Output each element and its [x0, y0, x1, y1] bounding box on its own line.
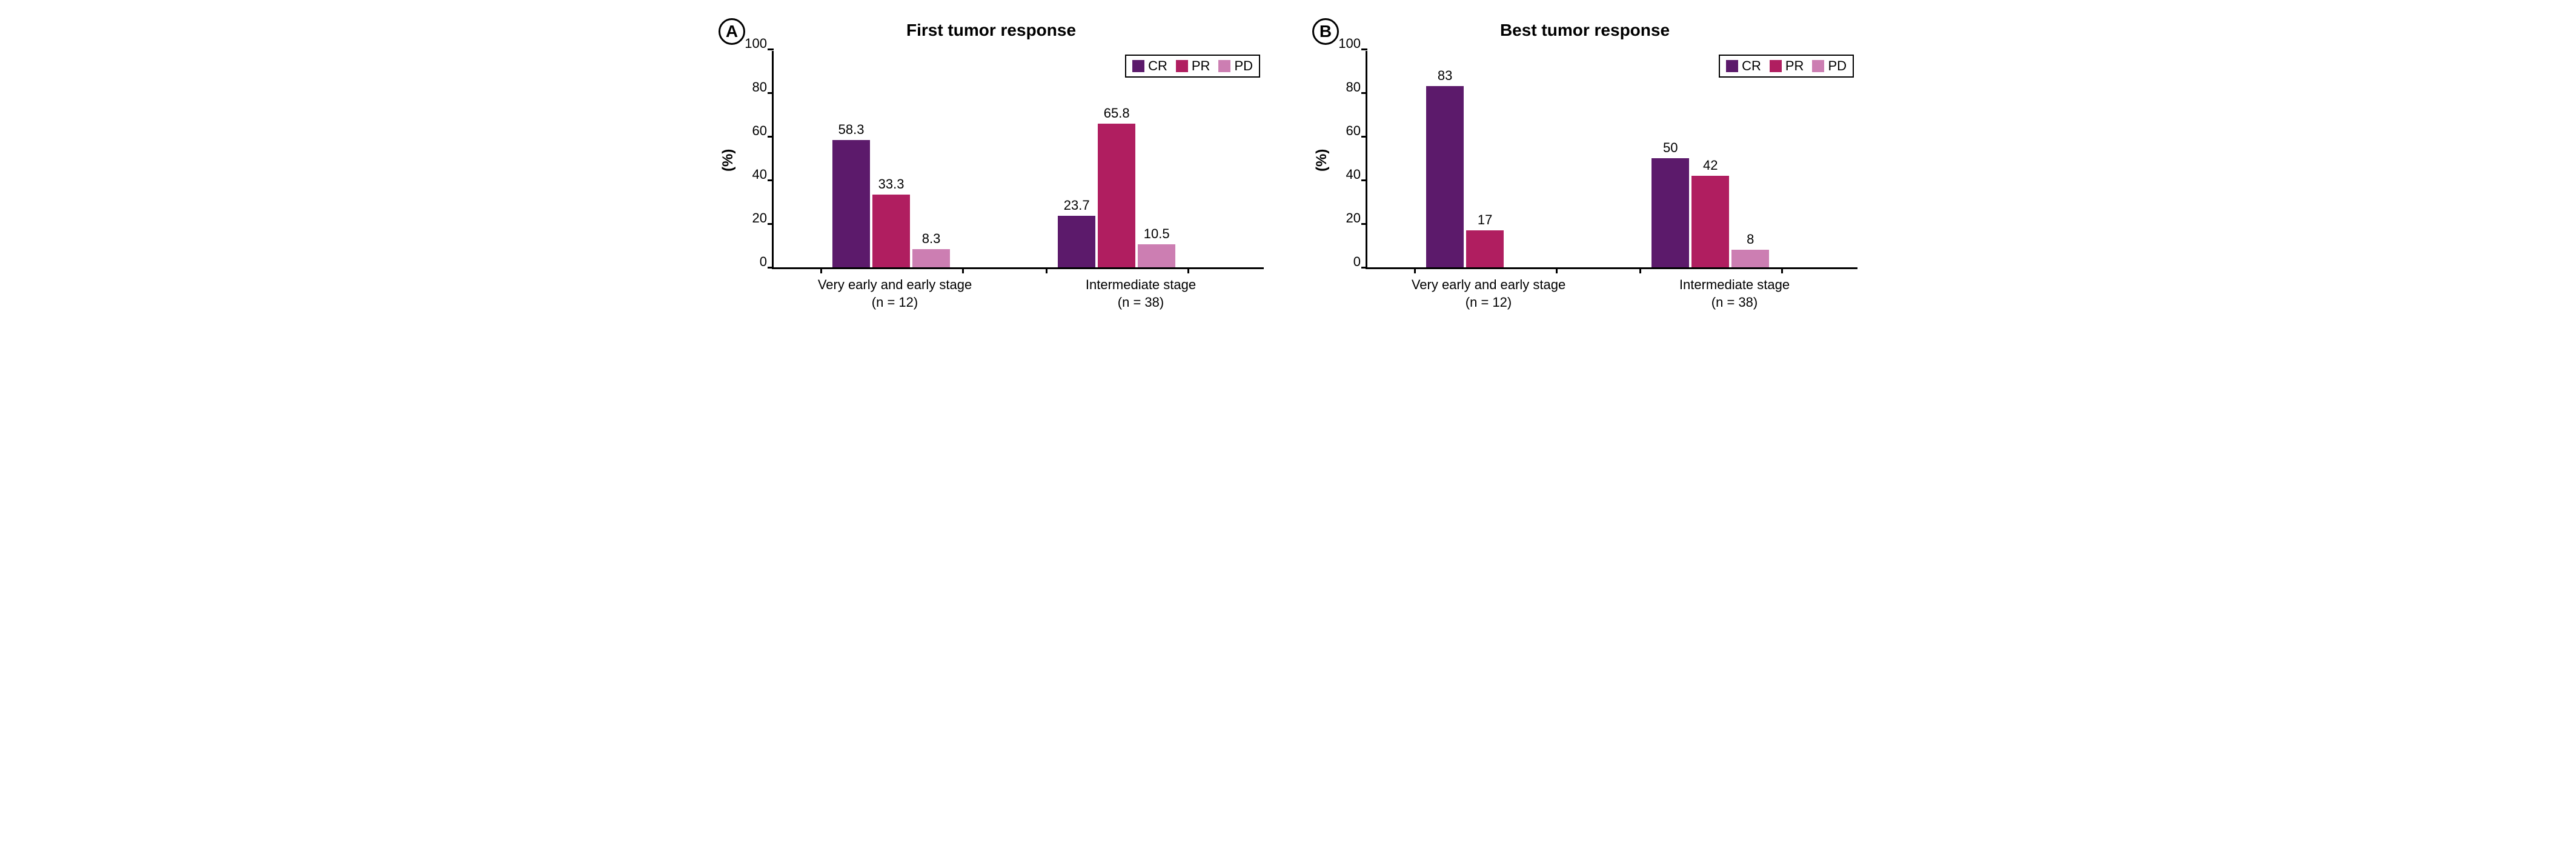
- x-axis-labels: Very early and early stage(n = 12)Interm…: [1366, 276, 1857, 311]
- bar-pr: 33.3: [872, 195, 910, 267]
- x-tickmark: [962, 267, 964, 273]
- bar-value-label: 8.3: [922, 231, 941, 247]
- bar-value-label: 23.7: [1064, 198, 1090, 213]
- y-tickmark: [768, 92, 774, 94]
- x-category-label: Very early and early stage(n = 12): [1366, 276, 1612, 311]
- bar-group: 50428: [1651, 158, 1769, 267]
- legend-label: CR: [1148, 58, 1167, 74]
- bar-value-label: 58.3: [838, 122, 865, 138]
- panel-title: First tumor response: [719, 21, 1264, 40]
- bar-pr: 17: [1466, 230, 1504, 267]
- x-category-label: Very early and early stage(n = 12): [772, 276, 1018, 311]
- y-tickmark: [1361, 48, 1367, 50]
- legend-label: PD: [1828, 58, 1847, 74]
- bar-value-label: 42: [1703, 158, 1718, 173]
- x-category-label: Intermediate stage(n = 38): [1612, 276, 1857, 311]
- bar-value-label: 65.8: [1104, 105, 1130, 121]
- bar-pd: 8.3: [912, 249, 950, 267]
- x-label-line2: (n = 12): [772, 294, 1018, 312]
- bar-cr: 50: [1651, 158, 1689, 267]
- y-tickmark: [768, 267, 774, 269]
- bar-group: 23.765.810.5: [1058, 124, 1175, 267]
- bar-pr: 42: [1691, 176, 1729, 267]
- swatch-pd: [1218, 60, 1230, 72]
- bar-pr: 65.8: [1098, 124, 1135, 267]
- x-label-line1: Very early and early stage: [772, 276, 1018, 294]
- chart-b: (%) 100 80 60 40 20 0 CR PR PD 831750428: [1312, 51, 1857, 269]
- legend: CR PR PD: [1719, 55, 1854, 78]
- x-tickmark: [1639, 267, 1641, 273]
- bar-value-label: 33.3: [878, 176, 905, 192]
- swatch-cr: [1726, 60, 1738, 72]
- bar-cr: 58.3: [832, 140, 870, 267]
- x-tickmark: [1414, 267, 1416, 273]
- bar-value-label: 10.5: [1144, 226, 1170, 242]
- legend-item-pr: PR: [1176, 58, 1210, 74]
- y-tickmark: [1361, 92, 1367, 94]
- y-tickmark: [1361, 179, 1367, 181]
- panel-title: Best tumor response: [1312, 21, 1857, 40]
- plot-area: CR PR PD 58.333.38.323.765.810.5: [772, 51, 1264, 269]
- bar-group: 58.333.38.3: [832, 140, 950, 267]
- swatch-pd: [1812, 60, 1824, 72]
- x-tickmark: [1187, 267, 1189, 273]
- y-tickmark: [768, 179, 774, 181]
- x-label-line1: Very early and early stage: [1366, 276, 1612, 294]
- y-tickmark: [768, 48, 774, 50]
- panel-letter-badge: A: [719, 18, 745, 45]
- legend-label: PR: [1192, 58, 1210, 74]
- x-tickmark: [1556, 267, 1558, 273]
- y-axis-ticks: 100 80 60 40 20 0: [1332, 51, 1366, 269]
- panel-b: B Best tumor response (%) 100 80 60 40 2…: [1312, 18, 1857, 311]
- bar-pd: 10.5: [1138, 244, 1175, 267]
- swatch-pr: [1770, 60, 1782, 72]
- x-axis-labels: Very early and early stage(n = 12)Interm…: [772, 276, 1264, 311]
- bar-value-label: 8: [1747, 232, 1754, 247]
- x-label-line2: (n = 38): [1018, 294, 1264, 312]
- bar-cr: 23.7: [1058, 216, 1095, 267]
- chart-a: (%) 100 80 60 40 20 0 CR PR PD 58.333.38…: [719, 51, 1264, 269]
- legend-item-pd: PD: [1812, 58, 1847, 74]
- y-tickmark: [1361, 136, 1367, 138]
- y-tickmark: [1361, 267, 1367, 269]
- swatch-cr: [1132, 60, 1144, 72]
- bar-value-label: 50: [1663, 140, 1678, 156]
- legend-label: PR: [1785, 58, 1804, 74]
- swatch-pr: [1176, 60, 1188, 72]
- y-axis-label: (%): [719, 51, 738, 269]
- x-label-line2: (n = 38): [1612, 294, 1857, 312]
- x-category-label: Intermediate stage(n = 38): [1018, 276, 1264, 311]
- legend-item-cr: CR: [1726, 58, 1761, 74]
- bar-cr: 83: [1426, 86, 1464, 267]
- y-axis-label: (%): [1312, 51, 1332, 269]
- x-label-line2: (n = 12): [1366, 294, 1612, 312]
- legend: CR PR PD: [1125, 55, 1260, 78]
- legend-label: CR: [1742, 58, 1761, 74]
- bar-value-label: 83: [1438, 68, 1452, 84]
- y-tickmark: [768, 223, 774, 225]
- panel-letter-badge: B: [1312, 18, 1339, 45]
- legend-item-pr: PR: [1770, 58, 1804, 74]
- x-tickmark: [1046, 267, 1047, 273]
- x-label-line1: Intermediate stage: [1612, 276, 1857, 294]
- y-tickmark: [768, 136, 774, 138]
- x-tickmark: [820, 267, 822, 273]
- legend-label: PD: [1234, 58, 1253, 74]
- legend-item-pd: PD: [1218, 58, 1253, 74]
- bar-value-label: 17: [1478, 212, 1492, 228]
- plot-area: CR PR PD 831750428: [1366, 51, 1857, 269]
- y-axis-ticks: 100 80 60 40 20 0: [738, 51, 772, 269]
- x-tickmark: [1781, 267, 1783, 273]
- y-tickmark: [1361, 223, 1367, 225]
- legend-item-cr: CR: [1132, 58, 1167, 74]
- panel-a: A First tumor response (%) 100 80 60 40 …: [719, 18, 1264, 311]
- bar-pd: 8: [1731, 250, 1769, 267]
- bar-group: 8317: [1426, 86, 1544, 267]
- x-label-line1: Intermediate stage: [1018, 276, 1264, 294]
